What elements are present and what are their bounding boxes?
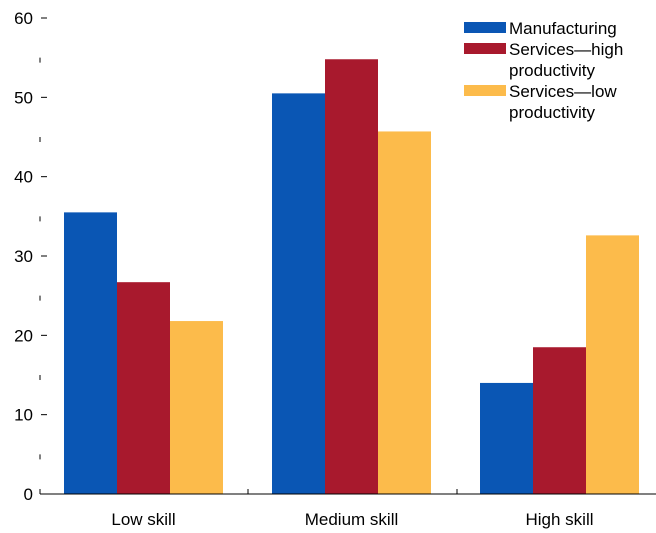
y-tick-label: 10 (14, 406, 33, 425)
bar-2-2 (325, 59, 378, 495)
x-tick-label: Low skill (111, 510, 175, 529)
y-tick-label: 30 (14, 247, 33, 266)
bar-1-1 (64, 212, 117, 494)
legend-label: productivity (509, 61, 595, 80)
x-tick-label: Medium skill (305, 510, 399, 529)
legend-swatch-1 (464, 22, 506, 33)
bar-1-3 (480, 382, 533, 494)
legend: Manufacturing Services—high productivity Se… (464, 19, 623, 122)
bar-3-1 (170, 321, 223, 494)
axes-group: Low skill Medium skill High skill 0 10 20 30 40… (14, 9, 656, 529)
y-tick-label: 50 (14, 88, 33, 107)
bar-2-3 (533, 347, 586, 494)
legend-swatch-2 (464, 43, 506, 54)
x-tick-label: High skill (525, 510, 593, 529)
y-tick-label: 20 (14, 326, 33, 345)
legend-label: Services—low (509, 82, 617, 101)
bars-group (64, 59, 639, 495)
bar-2-1 (117, 282, 170, 494)
y-tick-label: 0 (24, 485, 33, 504)
bar-3-3 (586, 235, 639, 494)
legend-swatch-3 (464, 85, 506, 96)
bar-3-2 (378, 131, 431, 495)
bar-1-2 (272, 93, 325, 494)
legend-label: Manufacturing (509, 19, 617, 38)
legend-label: Services—high (509, 40, 623, 59)
y-tick-label: 40 (14, 168, 33, 187)
y-tick-label: 60 (14, 9, 33, 28)
legend-label: productivity (509, 103, 595, 122)
